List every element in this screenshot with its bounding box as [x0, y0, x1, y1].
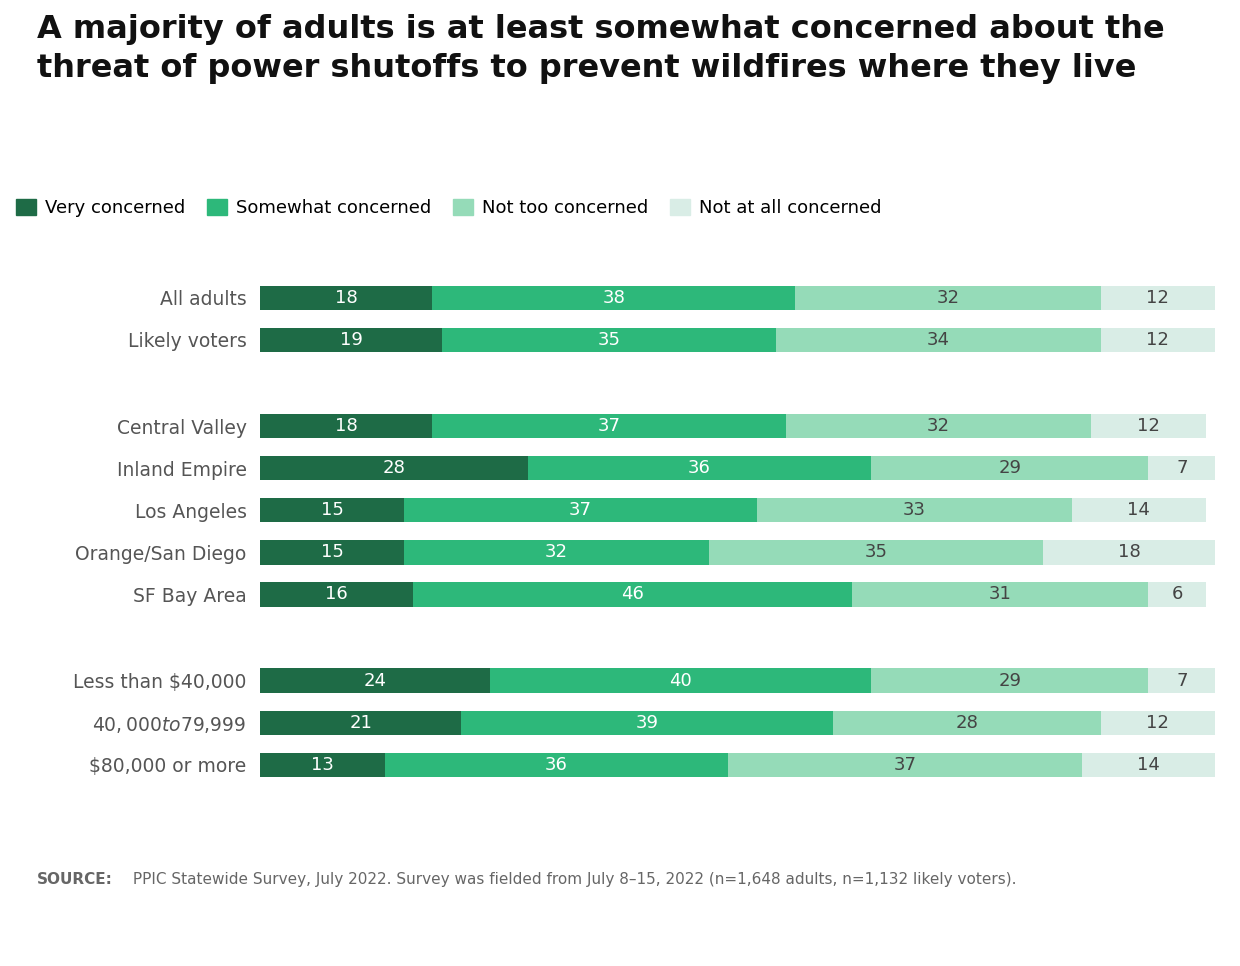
Text: 33: 33 [903, 501, 926, 520]
Text: 13: 13 [311, 755, 334, 774]
Text: 29: 29 [998, 671, 1022, 690]
Text: 12: 12 [1147, 331, 1169, 349]
Bar [1101, 286, 1215, 310]
Text: 18: 18 [335, 417, 357, 435]
Text: 37: 37 [893, 755, 916, 774]
Bar [260, 540, 404, 564]
Bar [260, 582, 413, 607]
Text: 12: 12 [1147, 289, 1169, 307]
Bar [1071, 498, 1205, 523]
Text: 24: 24 [363, 671, 387, 690]
Text: 46: 46 [621, 585, 645, 604]
Bar [528, 456, 872, 480]
Bar [260, 711, 461, 735]
Text: 35: 35 [864, 543, 888, 561]
Text: 35: 35 [598, 331, 620, 349]
Bar [1148, 456, 1215, 480]
Text: 32: 32 [936, 289, 960, 307]
Text: 28: 28 [383, 459, 405, 477]
Bar [1081, 753, 1215, 777]
Text: SOURCE:: SOURCE: [37, 872, 113, 887]
Bar [776, 327, 1101, 352]
Bar [756, 498, 1071, 523]
Text: 37: 37 [569, 501, 591, 520]
Text: 18: 18 [335, 289, 357, 307]
Text: 14: 14 [1127, 501, 1151, 520]
Text: 19: 19 [340, 331, 362, 349]
Text: PPIC Statewide Survey, July 2022. Survey was fielded from July 8–15, 2022 (n=1,6: PPIC Statewide Survey, July 2022. Survey… [128, 872, 1017, 887]
Text: 39: 39 [636, 714, 658, 731]
Bar [872, 456, 1148, 480]
Text: 37: 37 [598, 417, 620, 435]
Text: 36: 36 [544, 755, 568, 774]
Text: 38: 38 [603, 289, 625, 307]
Bar [728, 753, 1081, 777]
Text: 7: 7 [1176, 459, 1188, 477]
Text: 36: 36 [688, 459, 711, 477]
Text: 32: 32 [926, 417, 950, 435]
Text: 6: 6 [1172, 585, 1183, 604]
Bar [1101, 327, 1215, 352]
Bar [1101, 711, 1215, 735]
Bar [260, 668, 490, 693]
Bar [786, 414, 1091, 439]
Text: 16: 16 [325, 585, 348, 604]
Bar [441, 327, 776, 352]
Text: 14: 14 [1137, 755, 1159, 774]
Bar [833, 711, 1101, 735]
Text: 12: 12 [1137, 417, 1159, 435]
Bar [1043, 540, 1215, 564]
Bar [433, 414, 786, 439]
Text: 29: 29 [998, 459, 1022, 477]
Bar [260, 498, 404, 523]
Bar [852, 582, 1148, 607]
Bar [404, 540, 709, 564]
Text: 34: 34 [926, 331, 950, 349]
Bar [461, 711, 833, 735]
Text: 28: 28 [956, 714, 978, 731]
Bar [384, 753, 728, 777]
Bar [433, 286, 795, 310]
Text: 15: 15 [321, 501, 343, 520]
Bar [490, 668, 872, 693]
Bar [260, 327, 441, 352]
Bar [260, 753, 384, 777]
Text: 32: 32 [544, 543, 568, 561]
Bar [260, 456, 528, 480]
Bar [795, 286, 1101, 310]
Text: 40: 40 [670, 671, 692, 690]
Text: A majority of adults is at least somewhat concerned about the
threat of power sh: A majority of adults is at least somewha… [37, 14, 1164, 84]
Text: 7: 7 [1176, 671, 1188, 690]
Bar [1091, 414, 1205, 439]
Bar [260, 286, 433, 310]
Text: 31: 31 [990, 585, 1012, 604]
Bar [1148, 582, 1205, 607]
Bar [413, 582, 852, 607]
Text: 15: 15 [321, 543, 343, 561]
Bar [260, 414, 433, 439]
Bar [404, 498, 756, 523]
Bar [709, 540, 1043, 564]
Text: 21: 21 [350, 714, 372, 731]
Text: 18: 18 [1118, 543, 1141, 561]
Bar [1148, 668, 1215, 693]
Bar [872, 668, 1148, 693]
Legend: Very concerned, Somewhat concerned, Not too concerned, Not at all concerned: Very concerned, Somewhat concerned, Not … [16, 199, 882, 217]
Text: 12: 12 [1147, 714, 1169, 731]
